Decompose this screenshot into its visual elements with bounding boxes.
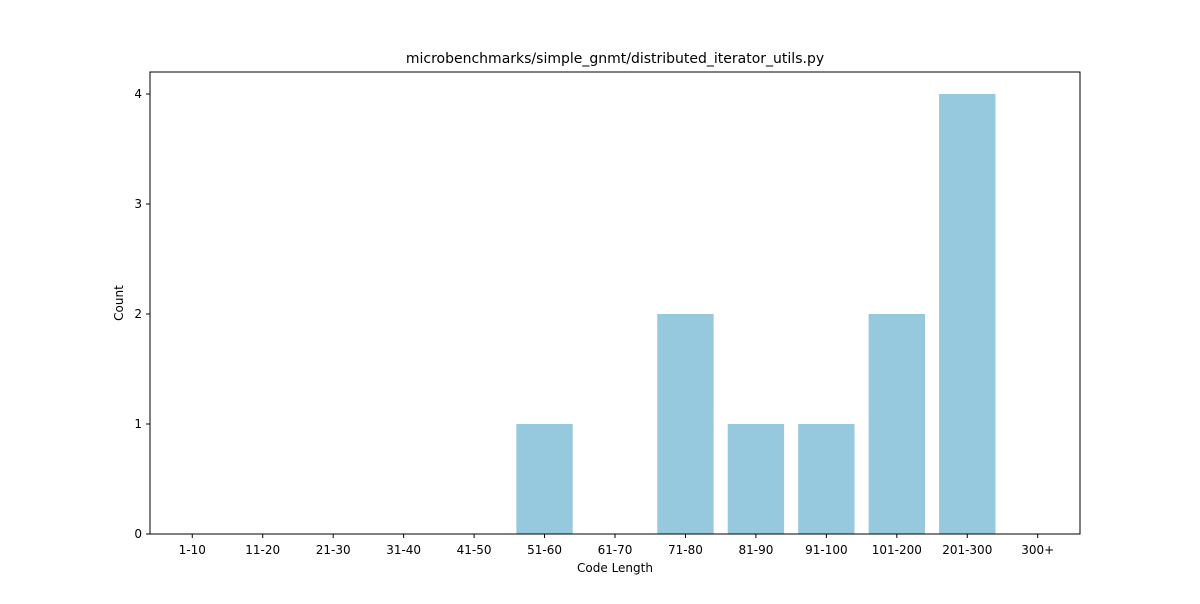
bars-group (516, 94, 996, 534)
chart-title: microbenchmarks/simple_gnmt/distributed_… (406, 51, 824, 67)
x-tick-label: 41-50 (457, 543, 492, 557)
x-tick-label: 51-60 (527, 543, 562, 557)
bar-81-90 (727, 424, 785, 534)
x-tick-label: 11-20 (245, 543, 280, 557)
x-tick-label: 71-80 (668, 543, 703, 557)
x-tick-label: 91-100 (805, 543, 848, 557)
x-axis-label: Code Length (577, 561, 653, 575)
y-tick-label: 2 (134, 307, 142, 321)
x-tick-label: 31-40 (386, 543, 421, 557)
x-tick-label: 300+ (1021, 543, 1054, 557)
x-tick-label: 1-10 (179, 543, 206, 557)
bar-51-60 (516, 424, 573, 534)
x-axis: 1-10 11-20 21-30 31-40 41-50 51-60 61-70 71-80 8… (179, 534, 1054, 557)
x-tick-label: 201-300 (942, 543, 992, 557)
x-tick-label: 81-90 (738, 543, 773, 557)
bar-201-300 (939, 94, 996, 534)
bar-91-100 (798, 424, 855, 534)
bar-101-200 (868, 314, 925, 534)
y-tick-label: 3 (134, 197, 142, 211)
y-tick-label: 0 (134, 527, 142, 541)
y-tick-label: 4 (134, 87, 142, 101)
x-tick-label: 101-200 (872, 543, 922, 557)
y-axis-label: Count (112, 285, 126, 321)
x-tick-label: 21-30 (316, 543, 351, 557)
y-axis: 0 1 2 3 4 (134, 87, 150, 541)
y-tick-label: 1 (134, 417, 142, 431)
x-tick-label: 61-70 (598, 543, 633, 557)
bar-71-80 (657, 314, 714, 534)
